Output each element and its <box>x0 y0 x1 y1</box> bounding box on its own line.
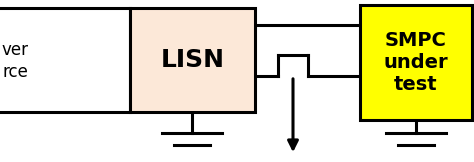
Bar <box>130 8 255 112</box>
Text: SMPC
under
test: SMPC under test <box>383 31 448 94</box>
Bar <box>360 5 472 120</box>
Text: rce: rce <box>2 63 28 81</box>
Bar <box>0 8 130 112</box>
Text: ver: ver <box>2 41 29 59</box>
Text: LISN: LISN <box>161 48 225 72</box>
